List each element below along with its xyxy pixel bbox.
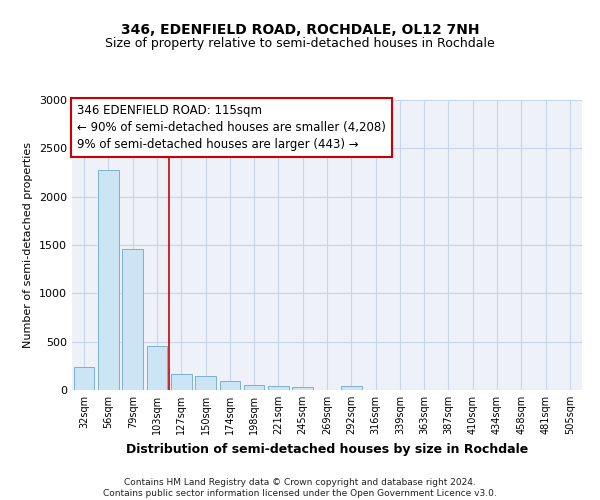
Bar	[268, 386, 289, 390]
Bar	[171, 374, 191, 390]
Text: 346 EDENFIELD ROAD: 115sqm
← 90% of semi-detached houses are smaller (4,208)
9% : 346 EDENFIELD ROAD: 115sqm ← 90% of semi…	[77, 104, 386, 152]
Bar	[341, 386, 362, 390]
Text: Contains HM Land Registry data © Crown copyright and database right 2024.
Contai: Contains HM Land Registry data © Crown c…	[103, 478, 497, 498]
Text: Size of property relative to semi-detached houses in Rochdale: Size of property relative to semi-detach…	[105, 38, 495, 51]
Bar	[244, 384, 265, 390]
Text: 346, EDENFIELD ROAD, ROCHDALE, OL12 7NH: 346, EDENFIELD ROAD, ROCHDALE, OL12 7NH	[121, 22, 479, 36]
Y-axis label: Number of semi-detached properties: Number of semi-detached properties	[23, 142, 34, 348]
Bar	[74, 367, 94, 390]
Bar	[292, 386, 313, 390]
Bar	[98, 170, 119, 390]
Bar	[146, 346, 167, 390]
X-axis label: Distribution of semi-detached houses by size in Rochdale: Distribution of semi-detached houses by …	[126, 442, 528, 456]
Bar	[195, 376, 216, 390]
Bar	[220, 382, 240, 390]
Bar	[122, 249, 143, 390]
